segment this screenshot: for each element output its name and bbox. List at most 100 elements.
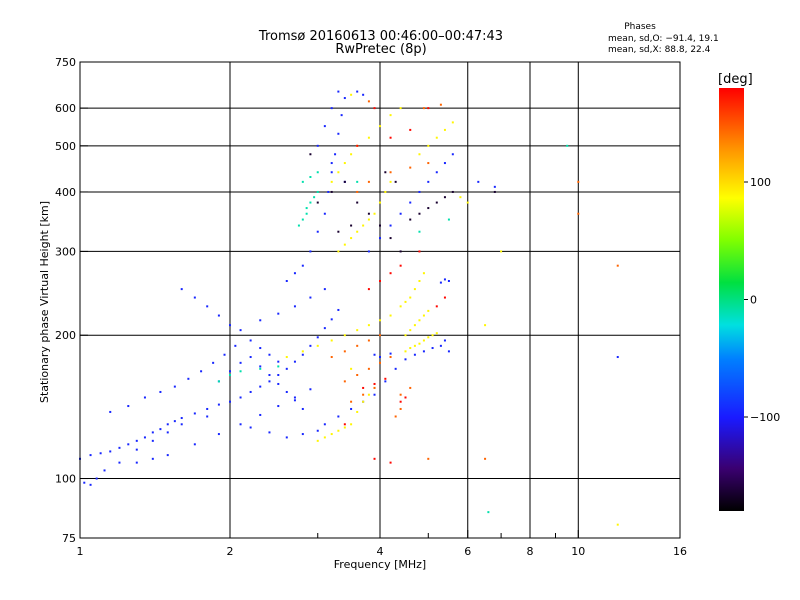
data-point xyxy=(399,407,402,410)
data-point xyxy=(316,230,319,233)
data-point xyxy=(356,180,359,183)
data-point xyxy=(389,314,392,317)
data-point xyxy=(384,171,387,174)
data-point xyxy=(427,107,430,110)
data-point xyxy=(435,332,438,335)
data-point xyxy=(427,207,430,210)
data-point xyxy=(404,350,407,353)
data-point xyxy=(309,388,312,391)
data-point xyxy=(268,353,271,356)
x-tick-label: 10 xyxy=(571,545,585,558)
data-point xyxy=(367,288,370,291)
data-point xyxy=(343,350,346,353)
data-point xyxy=(127,405,130,408)
data-point xyxy=(259,413,262,416)
data-point xyxy=(323,436,326,439)
data-point xyxy=(409,329,412,332)
data-point xyxy=(367,218,370,221)
chart-subtitle: RwPretec (8p) xyxy=(335,42,426,57)
data-point xyxy=(323,327,326,330)
data-point xyxy=(356,410,359,413)
data-point xyxy=(293,305,296,308)
data-point xyxy=(384,190,387,193)
data-point xyxy=(404,334,407,337)
data-point xyxy=(180,288,183,291)
data-point xyxy=(566,144,569,147)
data-point xyxy=(418,212,421,215)
data-point xyxy=(337,230,340,233)
data-point xyxy=(367,339,370,342)
data-point xyxy=(350,400,353,403)
data-point xyxy=(427,162,430,165)
data-point xyxy=(413,288,416,291)
data-point xyxy=(443,339,446,342)
data-point xyxy=(277,405,280,408)
data-point xyxy=(394,367,397,370)
data-point xyxy=(217,314,220,317)
data-point xyxy=(350,224,353,227)
data-point xyxy=(330,171,333,174)
data-point xyxy=(166,423,169,426)
data-point xyxy=(616,356,619,359)
data-point xyxy=(99,452,102,455)
data-point xyxy=(459,196,462,199)
data-point xyxy=(443,162,446,165)
data-point xyxy=(443,128,446,131)
x-axis-label: Frequency [MHz] xyxy=(334,558,426,571)
data-point xyxy=(89,454,92,457)
y-tick-label: 100 xyxy=(55,473,76,486)
data-point xyxy=(180,417,183,420)
data-point xyxy=(293,396,296,399)
data-point xyxy=(484,457,487,460)
x-tick-label: 8 xyxy=(527,545,534,558)
data-point xyxy=(413,344,416,347)
data-point xyxy=(166,454,169,457)
data-point xyxy=(313,196,316,199)
data-point xyxy=(389,237,392,240)
data-point xyxy=(343,426,346,429)
data-point xyxy=(305,212,308,215)
data-point xyxy=(373,457,376,460)
data-point xyxy=(443,278,446,281)
data-point xyxy=(350,367,353,370)
data-point xyxy=(373,212,376,215)
data-point xyxy=(384,377,387,380)
data-point xyxy=(337,132,340,135)
y-tick-label: 200 xyxy=(55,329,76,342)
data-point xyxy=(301,180,304,183)
grid-lines xyxy=(80,62,680,538)
data-point xyxy=(435,201,438,204)
data-point xyxy=(330,162,333,165)
data-point xyxy=(493,190,496,193)
data-point xyxy=(367,250,370,253)
data-point xyxy=(413,353,416,356)
data-point xyxy=(379,361,381,364)
y-axis-label: Stationary phase Virtual Height [km] xyxy=(38,201,51,403)
data-point xyxy=(301,407,304,410)
data-point xyxy=(223,353,226,356)
data-point xyxy=(173,420,176,423)
data-point xyxy=(309,344,312,347)
data-point xyxy=(151,431,154,434)
data-point xyxy=(373,386,376,389)
data-point xyxy=(447,350,450,353)
data-point xyxy=(399,393,402,396)
data-point xyxy=(239,361,242,364)
data-point xyxy=(337,429,340,432)
data-point xyxy=(418,230,421,233)
data-point xyxy=(343,423,346,426)
data-point xyxy=(379,237,381,240)
data-point xyxy=(422,107,425,110)
data-point xyxy=(418,250,421,253)
data-point xyxy=(616,264,619,267)
data-point xyxy=(379,356,381,359)
data-point xyxy=(334,153,337,156)
data-point xyxy=(399,400,402,403)
data-point xyxy=(343,97,346,100)
data-point xyxy=(343,180,346,183)
data-point xyxy=(135,461,138,464)
data-point xyxy=(447,280,450,283)
data-point xyxy=(89,483,92,486)
data-point xyxy=(427,180,430,183)
